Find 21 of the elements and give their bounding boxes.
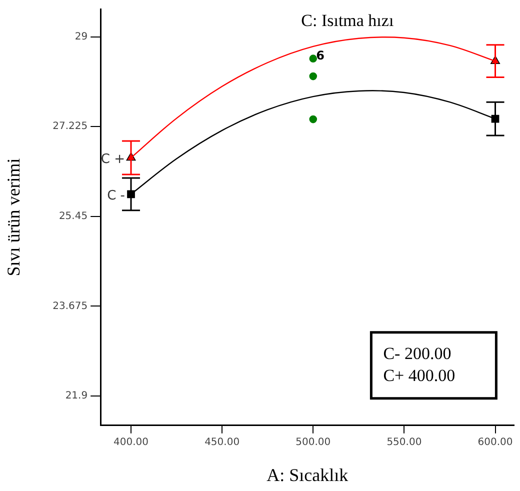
y-tick-label: 29: [74, 31, 88, 42]
y-tick-label: 27.225: [52, 121, 88, 132]
y-tick-label: 21.9: [65, 390, 88, 402]
annotation: C- 200.00: [383, 344, 452, 363]
x-tick-label: 550.00: [386, 436, 422, 448]
x-axis-title: A: Sıcaklık: [266, 464, 348, 485]
y-axis-title: Sıvı ürün verimi: [4, 158, 24, 276]
x-tick-label: 450.00: [204, 436, 240, 448]
x-tick-label: 600.00: [478, 436, 513, 448]
series-label: C +: [100, 152, 126, 168]
annotation: C+ 400.00: [383, 366, 456, 385]
point: [309, 72, 318, 80]
x-tick-label: 400.00: [114, 436, 149, 448]
chart-title: C: Isıtma hızı: [301, 10, 394, 30]
y-tick-label: 23.675: [52, 300, 88, 312]
y-tick-label: 25.45: [58, 211, 88, 222]
point: [309, 54, 318, 62]
series-label: C -: [107, 188, 126, 204]
x-tick-label: 500.00: [296, 436, 331, 448]
annotation: 6: [316, 48, 324, 63]
point: [309, 115, 318, 124]
